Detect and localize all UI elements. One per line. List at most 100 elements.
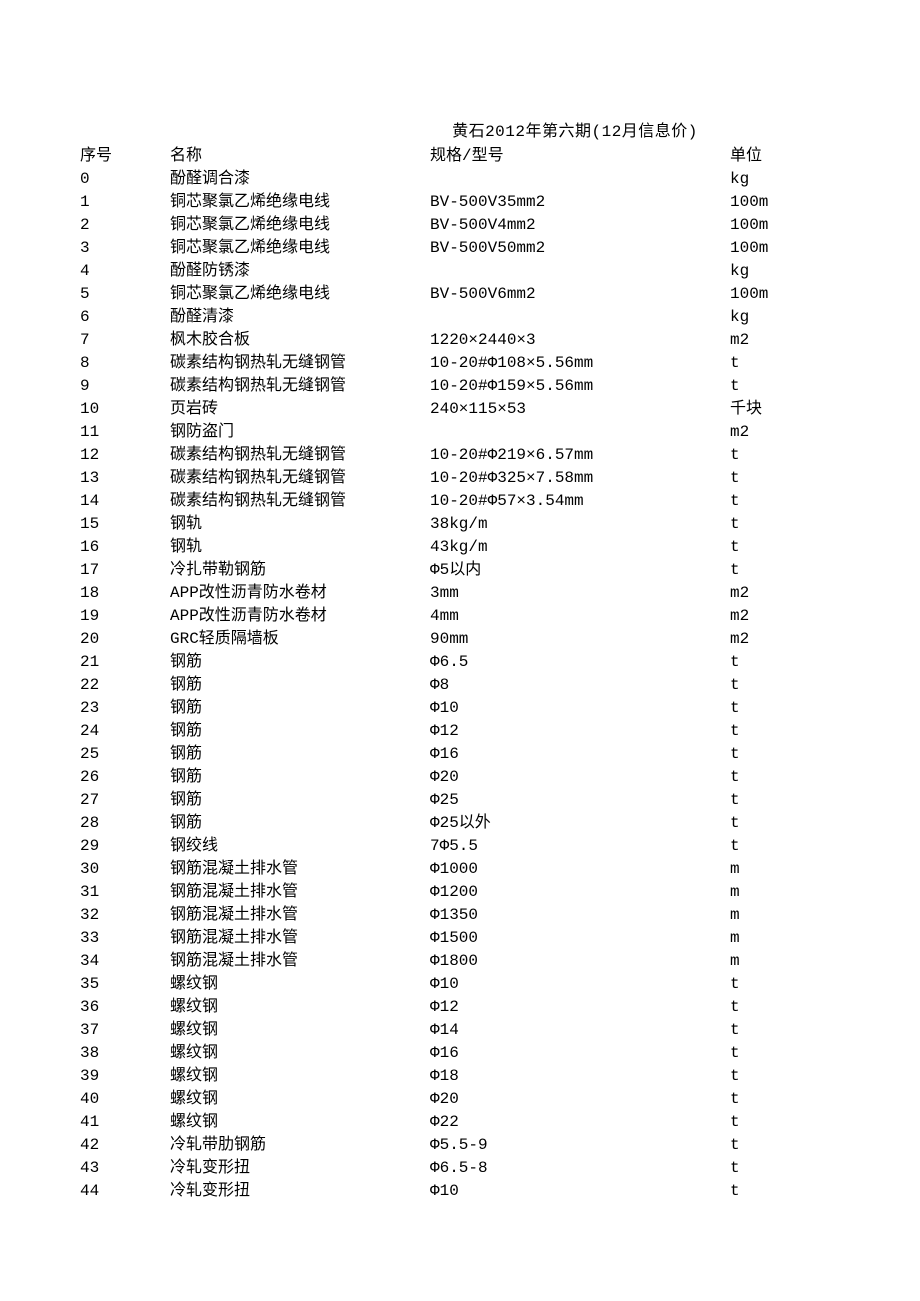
page-title: 黄石2012年第六期(12月信息价) bbox=[80, 117, 880, 141]
cell-name: 钢筋混凝土排水管 bbox=[170, 881, 430, 904]
cell-spec: Φ12 bbox=[430, 720, 730, 743]
cell-spec: 10-20#Φ57×3.54mm bbox=[430, 490, 730, 513]
cell-name: 螺纹钢 bbox=[170, 996, 430, 1019]
cell-unit: t bbox=[730, 789, 880, 812]
cell-unit: m bbox=[730, 858, 880, 881]
cell-spec bbox=[430, 168, 730, 191]
table-row: 2铜芯聚氯乙烯绝缘电线BV-500V4mm2100m bbox=[80, 214, 880, 237]
cell-name: APP改性沥青防水卷材 bbox=[170, 582, 430, 605]
cell-idx: 1 bbox=[80, 191, 170, 214]
cell-spec: Φ1000 bbox=[430, 858, 730, 881]
cell-idx: 6 bbox=[80, 306, 170, 329]
table-row: 24钢筋Φ12t bbox=[80, 720, 880, 743]
cell-name: 钢筋 bbox=[170, 674, 430, 697]
table-row: 3铜芯聚氯乙烯绝缘电线BV-500V50mm2100m bbox=[80, 237, 880, 260]
cell-spec: 240×115×53 bbox=[430, 398, 730, 421]
cell-name: 碳素结构钢热轧无缝钢管 bbox=[170, 375, 430, 398]
table-row: 23钢筋Φ10t bbox=[80, 697, 880, 720]
cell-spec: 10-20#Φ159×5.56mm bbox=[430, 375, 730, 398]
cell-spec: Φ1350 bbox=[430, 904, 730, 927]
cell-name: 碳素结构钢热轧无缝钢管 bbox=[170, 444, 430, 467]
cell-unit: t bbox=[730, 1111, 880, 1134]
cell-unit: t bbox=[730, 444, 880, 467]
cell-unit: t bbox=[730, 812, 880, 835]
cell-unit: kg bbox=[730, 168, 880, 191]
cell-idx: 0 bbox=[80, 168, 170, 191]
cell-unit: t bbox=[730, 766, 880, 789]
table-row: 35螺纹钢Φ10t bbox=[80, 973, 880, 996]
cell-unit: t bbox=[730, 996, 880, 1019]
cell-name: 钢筋混凝土排水管 bbox=[170, 858, 430, 881]
cell-idx: 18 bbox=[80, 582, 170, 605]
table-row: 18APP改性沥青防水卷材3mmm2 bbox=[80, 582, 880, 605]
cell-unit: t bbox=[730, 973, 880, 996]
cell-name: 酚醛调合漆 bbox=[170, 168, 430, 191]
table-row: 34钢筋混凝土排水管Φ1800m bbox=[80, 950, 880, 973]
cell-name: 铜芯聚氯乙烯绝缘电线 bbox=[170, 237, 430, 260]
cell-idx: 35 bbox=[80, 973, 170, 996]
cell-spec bbox=[430, 260, 730, 283]
table-row: 31钢筋混凝土排水管Φ1200m bbox=[80, 881, 880, 904]
cell-idx: 5 bbox=[80, 283, 170, 306]
table-row: 12碳素结构钢热轧无缝钢管10-20#Φ219×6.57mmt bbox=[80, 444, 880, 467]
table-row: 36螺纹钢Φ12t bbox=[80, 996, 880, 1019]
cell-spec: Φ1500 bbox=[430, 927, 730, 950]
table-row: 16钢轨43kg/mt bbox=[80, 536, 880, 559]
cell-spec: Φ5以内 bbox=[430, 559, 730, 582]
table-row: 21钢筋Φ6.5t bbox=[80, 651, 880, 674]
cell-spec: Φ10 bbox=[430, 1180, 730, 1203]
cell-spec: BV-500V6mm2 bbox=[430, 283, 730, 306]
cell-unit: t bbox=[730, 513, 880, 536]
cell-unit: t bbox=[730, 1157, 880, 1180]
cell-spec: 90mm bbox=[430, 628, 730, 651]
cell-spec: 7Φ5.5 bbox=[430, 835, 730, 858]
cell-unit: m bbox=[730, 950, 880, 973]
cell-idx: 7 bbox=[80, 329, 170, 352]
cell-unit: t bbox=[730, 1065, 880, 1088]
cell-idx: 23 bbox=[80, 697, 170, 720]
cell-idx: 39 bbox=[80, 1065, 170, 1088]
cell-name: 钢筋 bbox=[170, 766, 430, 789]
cell-idx: 30 bbox=[80, 858, 170, 881]
table-row: 43冷轧变形扭Φ6.5-8t bbox=[80, 1157, 880, 1180]
table-row: 22钢筋Φ8t bbox=[80, 674, 880, 697]
cell-spec: BV-500V50mm2 bbox=[430, 237, 730, 260]
cell-unit: t bbox=[730, 1180, 880, 1203]
cell-unit: t bbox=[730, 536, 880, 559]
cell-name: 钢筋混凝土排水管 bbox=[170, 904, 430, 927]
cell-unit: t bbox=[730, 559, 880, 582]
cell-name: 钢筋 bbox=[170, 743, 430, 766]
cell-name: 碳素结构钢热轧无缝钢管 bbox=[170, 490, 430, 513]
cell-idx: 29 bbox=[80, 835, 170, 858]
cell-unit: m bbox=[730, 881, 880, 904]
table-row: 1铜芯聚氯乙烯绝缘电线BV-500V35mm2100m bbox=[80, 191, 880, 214]
table-row: 37螺纹钢Φ14t bbox=[80, 1019, 880, 1042]
table-row: 5铜芯聚氯乙烯绝缘电线BV-500V6mm2100m bbox=[80, 283, 880, 306]
cell-spec: Φ5.5-9 bbox=[430, 1134, 730, 1157]
cell-idx: 42 bbox=[80, 1134, 170, 1157]
cell-idx: 28 bbox=[80, 812, 170, 835]
cell-unit: t bbox=[730, 1134, 880, 1157]
table-row: 30钢筋混凝土排水管Φ1000m bbox=[80, 858, 880, 881]
cell-idx: 27 bbox=[80, 789, 170, 812]
cell-spec: Φ20 bbox=[430, 1088, 730, 1111]
cell-spec: Φ6.5-8 bbox=[430, 1157, 730, 1180]
table-row: 9碳素结构钢热轧无缝钢管10-20#Φ159×5.56mmt bbox=[80, 375, 880, 398]
cell-unit: t bbox=[730, 352, 880, 375]
cell-name: 钢筋 bbox=[170, 789, 430, 812]
cell-name: 碳素结构钢热轧无缝钢管 bbox=[170, 467, 430, 490]
cell-idx: 37 bbox=[80, 1019, 170, 1042]
cell-unit: t bbox=[730, 697, 880, 720]
cell-spec: 1220×2440×3 bbox=[430, 329, 730, 352]
cell-idx: 12 bbox=[80, 444, 170, 467]
cell-name: 钢轨 bbox=[170, 513, 430, 536]
cell-name: APP改性沥青防水卷材 bbox=[170, 605, 430, 628]
cell-spec: 10-20#Φ108×5.56mm bbox=[430, 352, 730, 375]
cell-idx: 19 bbox=[80, 605, 170, 628]
cell-name: 冷轧变形扭 bbox=[170, 1180, 430, 1203]
cell-spec: Φ16 bbox=[430, 1042, 730, 1065]
cell-spec: BV-500V4mm2 bbox=[430, 214, 730, 237]
table-row: 33钢筋混凝土排水管Φ1500m bbox=[80, 927, 880, 950]
cell-name: 酚醛防锈漆 bbox=[170, 260, 430, 283]
cell-unit: 千块 bbox=[730, 398, 880, 421]
